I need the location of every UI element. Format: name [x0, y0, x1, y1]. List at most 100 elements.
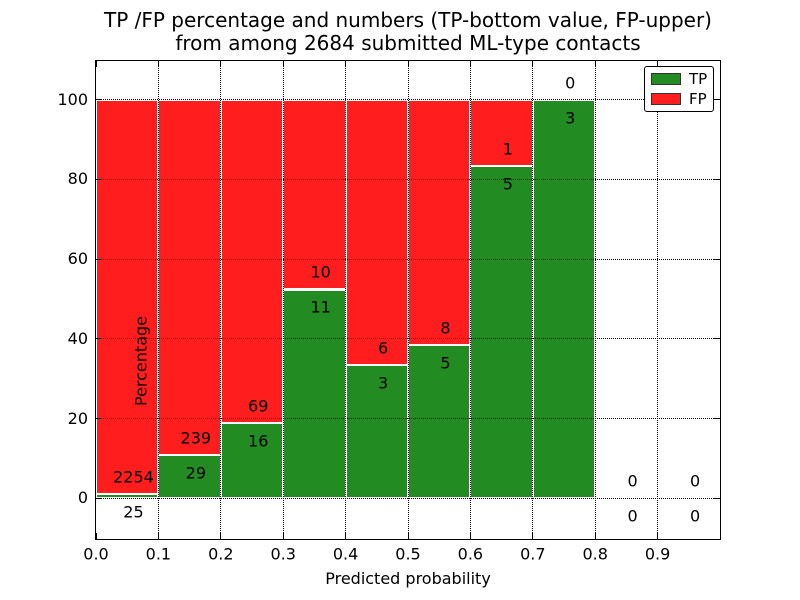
- y-tick-label: 60: [67, 249, 88, 269]
- x-tick-label: 0.9: [644, 544, 671, 564]
- fp-count-label: 10: [310, 262, 331, 282]
- y-tick-label: 0: [77, 488, 88, 508]
- tp-count-label: 16: [248, 431, 269, 451]
- legend-entry-tp: TP: [651, 69, 713, 88]
- y-tick-label: 40: [67, 328, 88, 348]
- tp-count-label: 3: [565, 108, 576, 128]
- tp-bar: [283, 289, 346, 499]
- fp-count-label: 0: [565, 73, 576, 93]
- tp-legend-label: TP: [689, 69, 708, 88]
- tp-bar: [220, 423, 284, 499]
- x-tick-mark: [157, 533, 159, 539]
- chart-title: TP /FP percentage and numbers (TP-bottom…: [8, 9, 800, 55]
- fp-bar: [408, 99, 471, 345]
- x-tick-mark: [594, 61, 596, 67]
- tp-count-label: 29: [185, 463, 207, 483]
- y-tick-mark: [96, 418, 102, 420]
- x-tick-mark: [469, 533, 471, 539]
- x-tick-mark: [157, 61, 159, 67]
- fp-bar: [283, 99, 346, 290]
- y-tick-mark: [96, 178, 102, 180]
- fp-bar: [345, 99, 408, 366]
- tp-bar: [96, 493, 159, 499]
- x-tick-mark: [469, 61, 471, 67]
- fp-count-label: 0: [689, 471, 701, 491]
- x-tick-label: 0.3: [270, 544, 296, 564]
- x-tick-mark: [282, 533, 284, 539]
- y-tick-mark: [714, 178, 720, 180]
- tp-count-label: 0: [627, 506, 638, 526]
- x-gridline: [657, 61, 659, 539]
- y-tick-label: 100: [57, 89, 88, 109]
- fp-bar: [470, 99, 533, 167]
- tp-count-label: 3: [377, 373, 389, 393]
- legend-entry-fp: FP: [651, 89, 713, 108]
- y-tick-mark: [714, 338, 720, 340]
- y-tick-mark: [96, 338, 102, 340]
- x-gridline: [532, 61, 534, 539]
- x-gridline: [282, 61, 284, 539]
- x-tick-mark: [220, 533, 222, 539]
- x-tick-label: 0.8: [582, 544, 608, 564]
- y-axis-label: Percentage: [131, 315, 151, 407]
- tp-legend-swatch: [651, 73, 681, 85]
- y-tick-mark: [96, 258, 102, 260]
- x-tick-mark: [657, 533, 659, 539]
- x-tick-label: 0.5: [395, 544, 421, 564]
- fp-bar: [96, 99, 159, 494]
- x-gridline: [345, 61, 347, 539]
- x-tick-mark: [532, 61, 534, 67]
- x-tick-label: 0.6: [457, 544, 484, 564]
- x-gridline: [594, 61, 596, 539]
- fp-count-label: 69: [248, 396, 269, 416]
- x-tick-mark: [345, 61, 347, 67]
- x-tick-mark: [532, 533, 534, 539]
- x-gridline: [220, 61, 222, 539]
- y-tick-mark: [714, 99, 720, 101]
- tp-count-label: 5: [440, 353, 451, 373]
- x-tick-label: 0.2: [208, 544, 234, 564]
- chart-title-line1: TP /FP percentage and numbers (TP-bottom…: [104, 8, 712, 32]
- tp-bar: [408, 345, 471, 499]
- tp-count-label: 0: [689, 506, 701, 526]
- x-tick-mark: [282, 61, 284, 67]
- x-tick-label: 0.0: [83, 544, 109, 564]
- fp-count-label: 8: [440, 318, 451, 338]
- x-tick-mark: [407, 61, 409, 67]
- y-tick-mark: [714, 258, 720, 260]
- y-tick-label: 20: [67, 408, 88, 428]
- tp-count-label: 5: [502, 174, 513, 194]
- fp-count-label: 0: [627, 471, 638, 491]
- x-tick-mark: [220, 61, 222, 67]
- plot-area: Predicted probability Percentage TP FP 0…: [57, 60, 721, 588]
- y-tick-label: 80: [67, 169, 88, 189]
- x-tick-label: 0.7: [520, 544, 546, 564]
- y-tick-mark: [714, 418, 720, 420]
- x-tick-mark: [657, 61, 659, 67]
- x-gridline: [469, 61, 471, 539]
- chart-title-line2: from among 2684 submitted ML-type contac…: [175, 31, 641, 55]
- tp-bar: [470, 166, 533, 499]
- fp-legend-swatch: [651, 93, 681, 105]
- x-gridline: [157, 61, 159, 539]
- tp-bar: [345, 365, 408, 499]
- tp-bar: [532, 99, 596, 499]
- x-tick-label: 0.4: [332, 544, 359, 564]
- x-tick-mark: [594, 533, 596, 539]
- tp-bar: [158, 455, 221, 499]
- x-tick-mark: [95, 61, 97, 67]
- y-tick-mark: [96, 99, 102, 101]
- x-tick-mark: [95, 533, 97, 539]
- fp-count-label: 2254: [113, 467, 154, 487]
- x-tick-mark: [407, 533, 409, 539]
- y-tick-mark: [714, 497, 720, 499]
- fp-count-label: 1: [502, 139, 513, 159]
- x-tick-mark: [345, 533, 347, 539]
- fp-count-label: 239: [180, 428, 212, 448]
- fp-count-label: 6: [377, 338, 389, 358]
- fp-bar: [158, 99, 221, 456]
- y-tick-mark: [96, 497, 102, 499]
- fp-legend-label: FP: [689, 89, 707, 108]
- legend: TP FP: [644, 66, 714, 112]
